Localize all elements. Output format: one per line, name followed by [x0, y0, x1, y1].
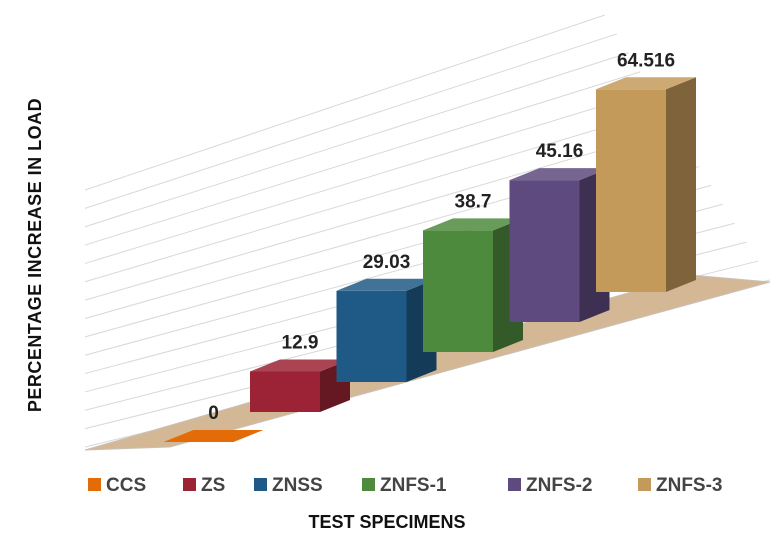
- bar-front: [596, 89, 666, 292]
- bar: [250, 359, 350, 412]
- wall-line: [84, 33, 617, 209]
- wall-line: [84, 128, 676, 301]
- legend-label: ZS: [201, 475, 225, 496]
- wall-line: [84, 71, 641, 246]
- bar-top: [509, 168, 610, 181]
- wall-line: [84, 109, 665, 283]
- legend-label: ZNFS-3: [656, 475, 723, 496]
- legend-label: CCS: [106, 475, 146, 496]
- data-label: 64.516: [617, 50, 675, 71]
- wall-line: [84, 52, 629, 228]
- legend-swatch: [638, 478, 651, 491]
- legend-swatch: [254, 478, 267, 491]
- y-axis-label: PERCENTAGE INCREASE IN LOAD: [25, 97, 45, 413]
- legend-label: ZNSS: [272, 475, 323, 496]
- data-label: 29.03: [363, 252, 411, 273]
- bar: [509, 168, 610, 322]
- bar: [163, 430, 264, 442]
- wall-line: [84, 14, 606, 191]
- x-axis-label: TEST SPECIMENS: [308, 512, 466, 532]
- data-label: 12.9: [282, 332, 319, 353]
- data-label: 0: [208, 403, 219, 424]
- legend-swatch: [508, 478, 521, 491]
- legend-label: ZNFS-1: [380, 475, 447, 496]
- legend-swatch: [183, 478, 196, 491]
- legend-swatch: [362, 478, 375, 491]
- bar-front: [509, 180, 580, 322]
- bar-top: [596, 77, 696, 90]
- bar-top: [423, 218, 523, 231]
- data-label: 38.7: [455, 191, 492, 212]
- bar-top: [250, 359, 350, 372]
- bar: [336, 278, 437, 382]
- bar-top: [336, 278, 437, 291]
- bar: [423, 218, 523, 352]
- legend-swatch: [88, 478, 101, 491]
- bar-front: [250, 371, 320, 412]
- bar: [596, 77, 696, 292]
- bar-top: [163, 430, 264, 442]
- data-label: 45.16: [536, 141, 584, 162]
- wall-line: [84, 90, 653, 264]
- legend-label: ZNFS-2: [526, 475, 593, 496]
- bar-front: [423, 230, 493, 352]
- bar-front: [336, 290, 407, 382]
- bar-side: [666, 77, 696, 292]
